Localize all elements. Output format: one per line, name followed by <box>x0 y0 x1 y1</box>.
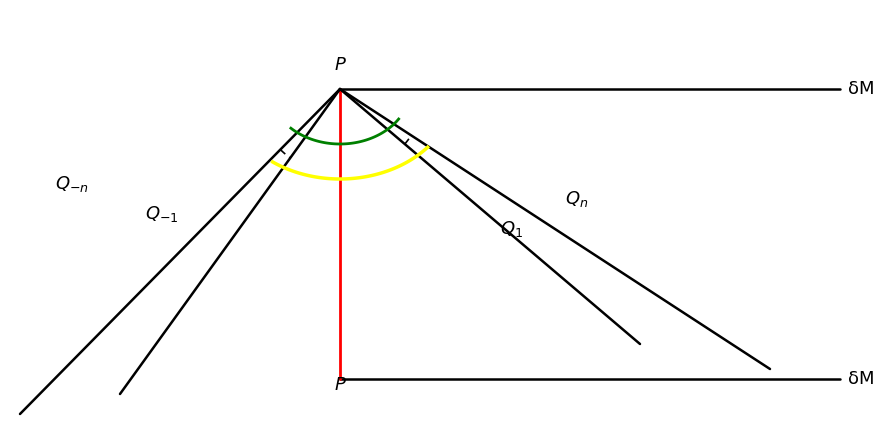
Text: P: P <box>334 376 345 394</box>
Text: δM: δM <box>847 80 873 98</box>
Text: P: P <box>334 56 345 74</box>
Text: δM: δM <box>847 370 873 388</box>
Text: $Q_n$: $Q_n$ <box>565 189 588 209</box>
Text: $Q_{-1}$: $Q_{-1}$ <box>145 204 178 224</box>
Text: $Q_1$: $Q_1$ <box>499 219 523 239</box>
Text: $Q_{-n}$: $Q_{-n}$ <box>55 174 89 194</box>
